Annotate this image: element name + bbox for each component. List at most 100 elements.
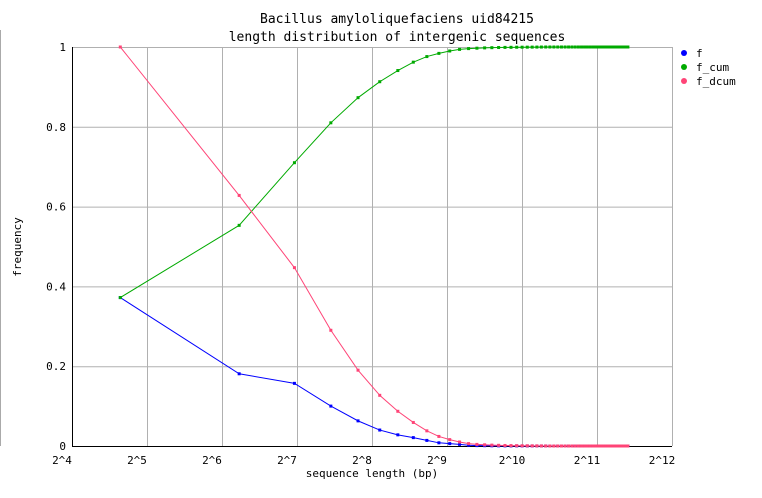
legend-label-f: f <box>696 47 703 60</box>
data-point-f_dcum <box>580 444 584 448</box>
data-point-f_dcum <box>615 444 619 448</box>
data-point-f_cum <box>411 60 415 64</box>
data-point-f_cum <box>609 45 613 49</box>
data-point-f_dcum <box>576 444 580 448</box>
data-point-f_dcum <box>515 444 519 448</box>
data-point-f_dcum <box>378 393 382 397</box>
data-point-f_dcum <box>483 443 487 447</box>
data-point-f_cum <box>618 45 622 49</box>
data-point-f_dcum <box>458 440 462 444</box>
data-point-f_dcum <box>591 444 595 448</box>
data-point-f_cum <box>356 96 360 100</box>
y-axis-label: frequency <box>11 217 24 277</box>
data-point-f_cum <box>525 45 529 49</box>
x-tick-label: 2^12 <box>649 454 676 467</box>
data-point-f_cum <box>604 45 608 49</box>
x-tick-label: 2^7 <box>277 454 297 467</box>
series-line-f_dcum <box>119 46 628 447</box>
data-point-f_cum <box>585 45 589 49</box>
data-point-f_cum <box>475 46 479 50</box>
data-point-f_dcum <box>544 444 548 448</box>
y-tick-label: 0.6 <box>46 201 66 214</box>
data-point-f_dcum <box>396 409 400 413</box>
data-point-f <box>448 442 452 446</box>
data-point-f_dcum <box>448 438 452 442</box>
data-point-f <box>437 441 441 445</box>
data-point-f <box>425 438 429 442</box>
data-point-f_dcum <box>618 444 622 448</box>
data-point-f_dcum <box>237 193 241 197</box>
data-point-f_cum <box>567 45 571 49</box>
data-point-f <box>356 419 360 423</box>
data-point-f_cum <box>118 296 122 300</box>
x-tick-label: 2^10 <box>499 454 526 467</box>
data-point-f_cum <box>425 55 429 59</box>
data-point-f_cum <box>622 45 626 49</box>
data-point-f_dcum <box>118 45 122 49</box>
chart-title-line-2: length distribution of intergenic sequen… <box>229 30 566 45</box>
data-point-f <box>396 433 400 437</box>
y-tick-label: 0.8 <box>46 121 66 134</box>
data-point-f_cum <box>563 45 567 49</box>
data-point-f_cum <box>613 45 617 49</box>
data-point-f_dcum <box>292 266 296 270</box>
data-point-f_cum <box>437 51 441 55</box>
data-point-f_dcum <box>509 444 513 448</box>
axes: 2^4 2^5 2^6 2^7 2^8 2^9 2^10 2^11 2^12 0 0.2 0.4 0.6… <box>46 41 675 467</box>
data-point-f_dcum <box>613 444 617 448</box>
data-point-f_dcum <box>599 444 603 448</box>
data-point-f_cum <box>596 45 600 49</box>
data-point-f_cum <box>458 47 462 51</box>
data-point-f_cum <box>448 49 452 53</box>
x-tick-label: 2^6 <box>202 454 222 467</box>
x-tick-label: 2^5 <box>127 454 147 467</box>
data-point-f_cum <box>503 45 507 49</box>
data-point-f_dcum <box>556 444 560 448</box>
data-point-f_cum <box>292 161 296 165</box>
data-point-f_dcum <box>467 442 471 446</box>
y-tick-label: 0.2 <box>46 360 66 373</box>
data-point-f_cum <box>548 45 552 49</box>
data-point-f_dcum <box>552 444 556 448</box>
data-point-f_cum <box>490 46 494 50</box>
data-point-f_dcum <box>411 420 415 424</box>
data-point-f_dcum <box>585 444 589 448</box>
data-point-f_cum <box>467 47 471 51</box>
data-point-f_cum <box>378 80 382 84</box>
data-point-f_cum <box>530 45 534 49</box>
data-point-f_dcum <box>602 444 606 448</box>
data-point-f_cum <box>615 45 619 49</box>
data-point-f_dcum <box>535 444 539 448</box>
data-point-f_cum <box>559 45 563 49</box>
data-point-f_cum <box>570 45 574 49</box>
data-point-f_cum <box>544 45 548 49</box>
legend-marker-f_dcum <box>681 78 687 84</box>
data-point-f_dcum <box>475 442 479 446</box>
x-tick-label: 2^11 <box>574 454 601 467</box>
data-point-f_dcum <box>573 444 577 448</box>
data-point-f <box>329 404 333 408</box>
data-point-f <box>378 428 382 432</box>
data-point-f_dcum <box>559 444 563 448</box>
data-point-f_dcum <box>622 444 626 448</box>
data-point-f_dcum <box>609 444 613 448</box>
data-point-f_cum <box>573 45 577 49</box>
data-point-f_cum <box>606 45 610 49</box>
data-point-f_dcum <box>356 368 360 372</box>
data-point-f_dcum <box>530 444 534 448</box>
data-point-f_dcum <box>329 328 333 332</box>
data-point-f_cum <box>552 45 556 49</box>
data-point-f_cum <box>329 121 333 125</box>
data-point-f_cum <box>611 45 615 49</box>
data-point-f_dcum <box>525 444 529 448</box>
data-point-f_dcum <box>425 429 429 433</box>
x-tick-label: 2^8 <box>352 454 372 467</box>
x-tick-label: 2^9 <box>427 454 447 467</box>
data-point-f_dcum <box>588 444 592 448</box>
data-point-f_dcum <box>570 444 574 448</box>
data-point-f_dcum <box>606 444 610 448</box>
data-point-f <box>411 436 415 440</box>
y-tick-label: 1 <box>59 41 66 54</box>
